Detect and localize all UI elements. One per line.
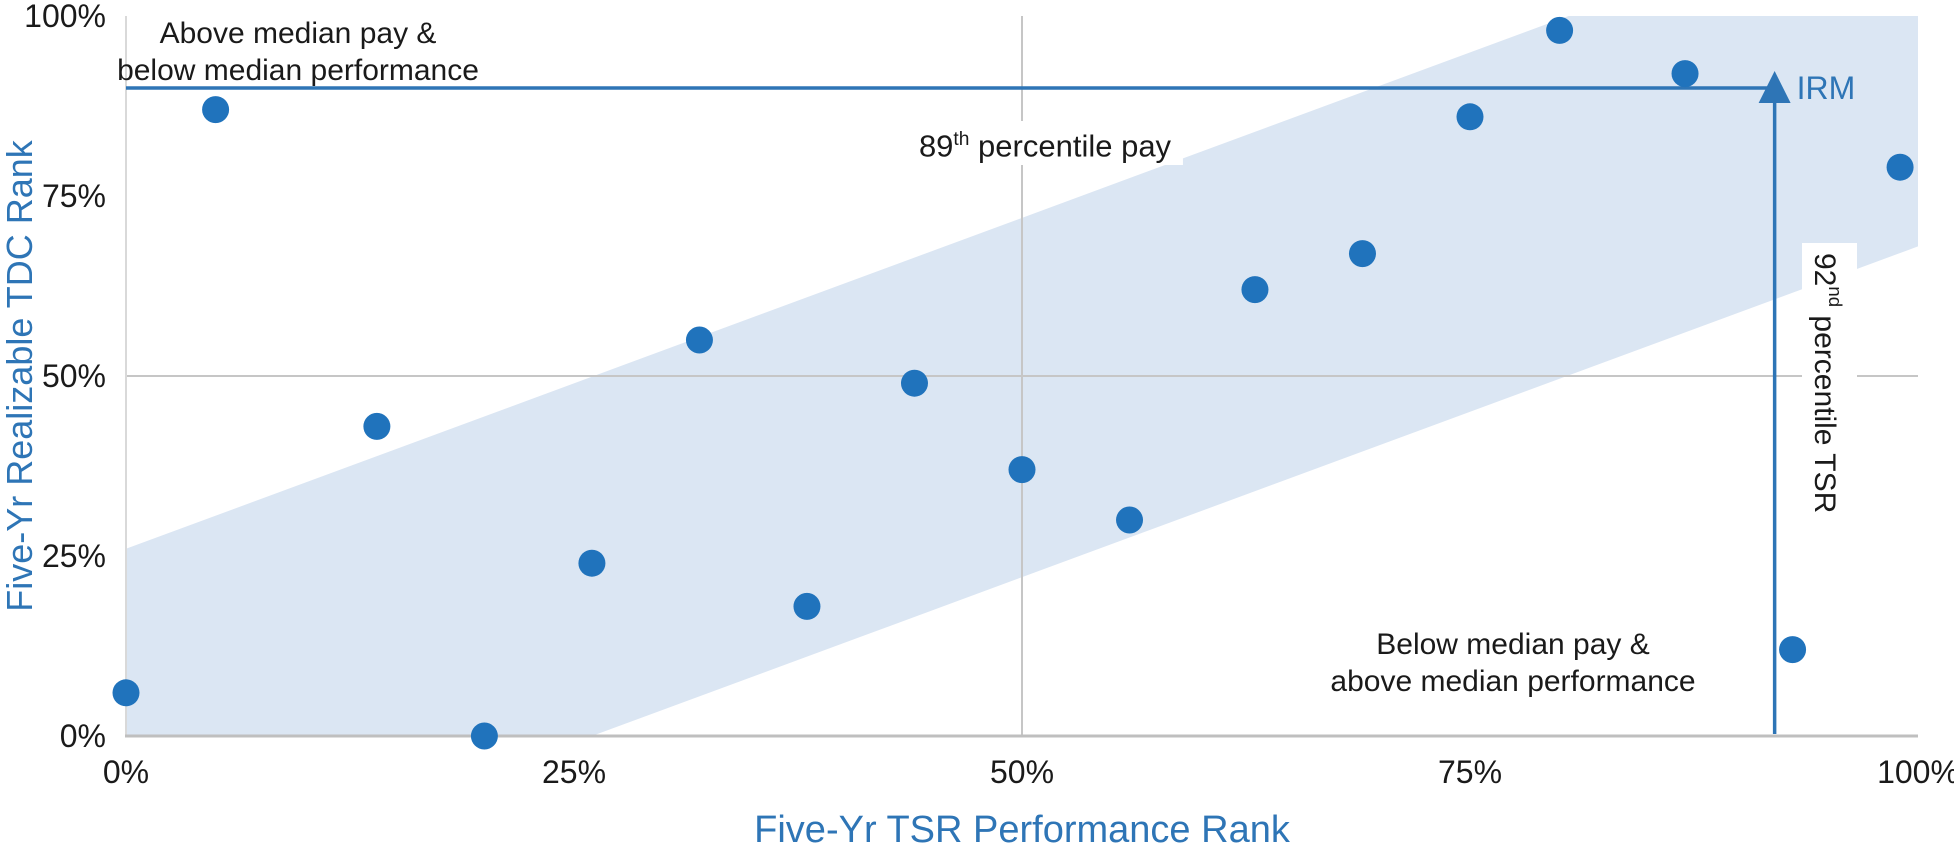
x-tick-label: 75% bbox=[1437, 754, 1503, 790]
data-point bbox=[363, 412, 391, 440]
data-point bbox=[470, 722, 498, 750]
data-point bbox=[1348, 240, 1376, 268]
pay-percentile-ordinal: th bbox=[953, 129, 970, 150]
data-point bbox=[900, 369, 928, 397]
x-tick-label: 50% bbox=[989, 754, 1055, 790]
y-axis-title: Five-Yr Realizable TDC Rank bbox=[0, 140, 40, 612]
tsr-percentile-label: 92nd percentile TSR bbox=[1802, 243, 1857, 524]
annotation-line: Below median pay & bbox=[1376, 628, 1650, 661]
data-point bbox=[1241, 276, 1269, 304]
x-tick-label: 0% bbox=[102, 754, 150, 790]
irm-arrow-icon bbox=[1758, 71, 1791, 103]
data-point bbox=[1546, 16, 1574, 44]
annotation-line: Above median pay & bbox=[159, 17, 437, 50]
pay-percentile-text: percentile pay bbox=[969, 128, 1172, 164]
data-point bbox=[1886, 153, 1914, 181]
data-point bbox=[1008, 456, 1036, 484]
annotation-above-median-pay: Above median pay & below median performa… bbox=[117, 15, 479, 89]
x-axis-title: Five-Yr TSR Performance Rank bbox=[754, 809, 1290, 851]
tsr-percentile-number: 92 bbox=[1808, 253, 1841, 287]
y-tick-label: 25% bbox=[41, 538, 106, 574]
data-point bbox=[793, 592, 821, 620]
y-tick-label: 100% bbox=[24, 0, 106, 34]
data-point bbox=[1116, 506, 1144, 534]
y-tick-label: 50% bbox=[41, 358, 106, 394]
pay-percentile-number: 89 bbox=[918, 128, 954, 164]
annotation-below-median-pay: Below median pay & above median performa… bbox=[1330, 626, 1695, 700]
pay-percentile-label: 89th percentile pay bbox=[906, 121, 1184, 166]
irm-marker-label: IRM bbox=[1796, 70, 1856, 106]
tsr-percentile-text: percentile TSR bbox=[1808, 307, 1841, 514]
data-point bbox=[1456, 103, 1484, 131]
data-point bbox=[1671, 60, 1699, 88]
x-tick-label: 100% bbox=[1877, 754, 1954, 790]
y-tick-label: 0% bbox=[59, 718, 106, 754]
x-tick-label: 25% bbox=[541, 754, 607, 790]
data-point bbox=[685, 326, 713, 354]
data-point bbox=[112, 679, 140, 707]
annotation-line: above median performance bbox=[1330, 665, 1696, 698]
data-point bbox=[1779, 636, 1807, 664]
tsr-percentile-ordinal: nd bbox=[1825, 286, 1846, 308]
data-point bbox=[578, 549, 606, 577]
annotation-line: below median performance bbox=[117, 54, 479, 87]
y-tick-label: 75% bbox=[41, 178, 106, 214]
data-point bbox=[202, 96, 230, 124]
